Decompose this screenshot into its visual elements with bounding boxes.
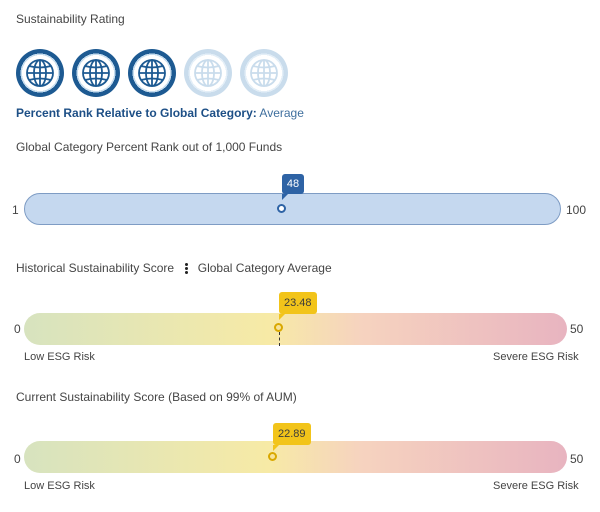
current-score-bar — [24, 441, 567, 473]
historical-value-marker: 23.48 — [279, 292, 317, 320]
historical-low-label: Low ESG Risk — [24, 351, 95, 363]
historical-score-header: Historical Sustainability Score Global C… — [16, 261, 332, 275]
sustainability-rating-title: Sustainability Rating — [16, 12, 125, 26]
historical-score-title: Historical Sustainability Score — [16, 261, 175, 275]
current-value-marker: 22.89 — [273, 423, 311, 451]
globe-rating — [16, 49, 288, 97]
historical-value-dot — [274, 323, 283, 332]
rank-value-marker: 48 — [282, 174, 304, 200]
percent-rank-title: Global Category Percent Rank out of 1,00… — [16, 140, 283, 154]
globe-icon — [240, 49, 288, 97]
percent-rank-label: Percent Rank Relative to Global Category… — [16, 106, 304, 120]
kebab-menu-icon[interactable] — [185, 262, 189, 275]
historical-value-line — [279, 332, 280, 346]
globe-icon — [72, 49, 120, 97]
historical-high-label: Severe ESG Risk — [493, 351, 579, 363]
historical-min-label: 0 — [14, 322, 21, 336]
current-score-title: Current Sustainability Score (Based on 9… — [16, 390, 297, 404]
rank-min-label: 1 — [12, 203, 19, 217]
rank-value-dot — [277, 204, 286, 213]
current-min-label: 0 — [14, 452, 21, 466]
historical-score-subtitle: Global Category Average — [197, 261, 332, 275]
rank-bar — [24, 193, 561, 225]
current-high-label: Severe ESG Risk — [493, 480, 579, 492]
percent-rank-label-text: Percent Rank Relative to Global Category… — [16, 106, 257, 120]
rank-max-label: 100 — [566, 203, 587, 217]
globe-icon — [184, 49, 232, 97]
current-low-label: Low ESG Risk — [24, 480, 95, 492]
globe-icon — [128, 49, 176, 97]
current-max-label: 50 — [570, 452, 584, 466]
current-value-dot — [268, 452, 277, 461]
globe-icon — [16, 49, 64, 97]
historical-score-bar — [24, 313, 567, 345]
historical-max-label: 50 — [570, 322, 584, 336]
percent-rank-value: Average — [259, 106, 304, 120]
